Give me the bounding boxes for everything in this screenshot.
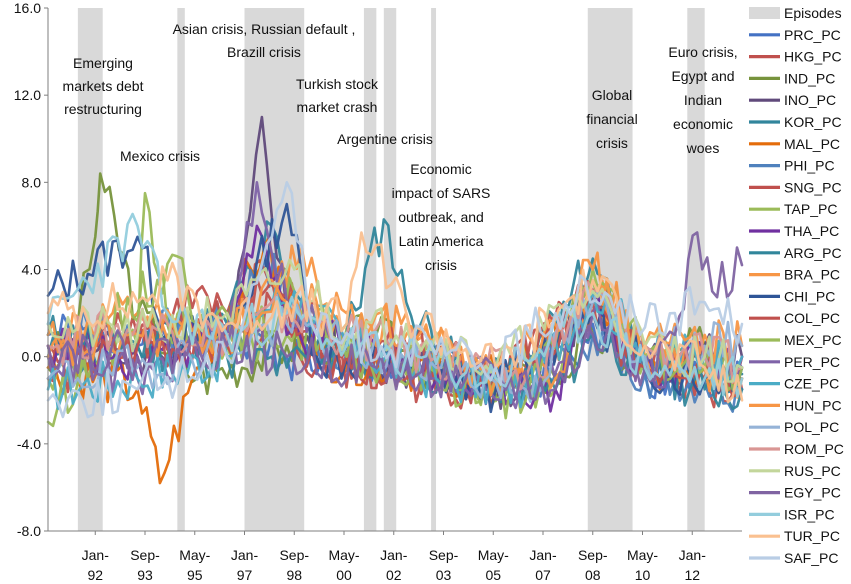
x-tick-label: Sep- xyxy=(279,547,309,563)
y-tick-label: 12.0 xyxy=(14,87,41,103)
legend-episodes-swatch xyxy=(749,7,780,19)
x-tick-label: 93 xyxy=(137,567,153,583)
y-tick-label: -8.0 xyxy=(17,523,41,539)
episode-annotation: Economic xyxy=(410,161,471,177)
legend-label-ind-pc: IND_PC xyxy=(784,70,835,86)
x-tick-label: 00 xyxy=(336,567,352,583)
x-tick-label: Jan- xyxy=(529,547,557,563)
episode-band-5 xyxy=(383,8,397,531)
y-tick-label: 0.0 xyxy=(22,349,42,365)
legend-label-tur-pc: TUR_PC xyxy=(784,528,840,544)
x-tick-label: 02 xyxy=(386,567,402,583)
episode-annotation: restructuring xyxy=(64,101,142,117)
x-tick-label: 05 xyxy=(485,567,501,583)
x-tick-label: Jan- xyxy=(82,547,110,563)
legend-label-sng-pc: SNG_PC xyxy=(784,179,842,195)
x-tick-label: Sep- xyxy=(578,547,608,563)
x-tick-label: May- xyxy=(179,547,210,563)
legend-label-ino-pc: INO_PC xyxy=(784,92,836,108)
series-line-saf-pc xyxy=(46,181,744,419)
episode-annotation: markets debt xyxy=(63,78,144,94)
episode-annotation: outbreak, and xyxy=(398,209,484,225)
episode-annotation: Asian crisis, Russian default , xyxy=(173,21,356,37)
legend-label-rom-pc: ROM_PC xyxy=(784,441,844,457)
episode-band-6 xyxy=(431,8,437,531)
x-tick-label: 98 xyxy=(286,567,302,583)
episode-annotation: Latin America xyxy=(399,233,484,249)
legend-label-arg-pc: ARG_PC xyxy=(784,245,842,261)
legend-label-kor-pc: KOR_PC xyxy=(784,114,842,130)
x-tick-label: Jan- xyxy=(380,547,408,563)
x-tick-label: 07 xyxy=(535,567,551,583)
legend-label-hun-pc: HUN_PC xyxy=(784,397,842,413)
episode-annotation: impact of SARS xyxy=(392,185,491,201)
x-tick-label: Sep- xyxy=(429,547,459,563)
x-tick-label: Jan- xyxy=(231,547,259,563)
episode-annotation: financial xyxy=(586,111,637,127)
legend-label-cze-pc: CZE_PC xyxy=(784,376,839,392)
episode-band-2 xyxy=(177,8,185,531)
series-lines xyxy=(46,115,744,485)
legend-label-chi-pc: CHI_PC xyxy=(784,288,835,304)
legend-label-saf-pc: SAF_PC xyxy=(784,550,838,566)
x-tick-label: 97 xyxy=(237,567,253,583)
series-line-tur-pc xyxy=(46,231,744,404)
legend-label-prc-pc: PRC_PC xyxy=(784,27,841,43)
episode-annotation: market crash xyxy=(297,99,378,115)
x-tick-label: 92 xyxy=(87,567,103,583)
series-line-isr-pc xyxy=(46,212,744,398)
legend-episodes-label: Episodes xyxy=(784,5,842,21)
episode-annotation: crisis xyxy=(425,257,457,273)
episode-band-8 xyxy=(687,8,705,531)
episode-annotation: Argentine crisis xyxy=(337,131,433,147)
legend-label-hkg-pc: HKG_PC xyxy=(784,49,842,65)
legend-label-tha-pc: THA_PC xyxy=(784,223,839,239)
legend-label-isr-pc: ISR_PC xyxy=(784,506,835,522)
episode-annotation: Emerging xyxy=(73,55,133,71)
episode-annotation: woes xyxy=(686,140,720,156)
x-tick-label: May- xyxy=(328,547,359,563)
legend-label-bra-pc: BRA_PC xyxy=(784,267,840,283)
axes: 16.0 12.0 8.0 4.0 0.0 -4.0 -8.0 Jan- 92 Sep- 93 May… xyxy=(14,0,742,583)
legend-label-mal-pc: MAL_PC xyxy=(784,136,840,152)
y-tick-label: 16.0 xyxy=(14,0,41,16)
x-tick-label: 95 xyxy=(187,567,203,583)
legend-label-per-pc: PER_PC xyxy=(784,354,840,370)
episode-annotation: crisis xyxy=(596,135,628,151)
x-tick-label: May- xyxy=(627,547,658,563)
legend-label-mex-pc: MEX_PC xyxy=(784,332,842,348)
episode-annotation: Global xyxy=(592,87,632,103)
episode-annotation: economic xyxy=(673,116,733,132)
legend-label-phi-pc: PHI_PC xyxy=(784,158,835,174)
series-line-egy-pc xyxy=(46,231,744,405)
legend-label-col-pc: COL_PC xyxy=(784,310,840,326)
episode-band-4 xyxy=(363,8,377,531)
x-tick-label: 12 xyxy=(684,567,700,583)
legend-label-egy-pc: EGY_PC xyxy=(784,485,841,501)
y-tick-label: -4.0 xyxy=(17,436,41,452)
episode-annotation: Euro crisis, xyxy=(668,44,737,60)
x-tick-label: 03 xyxy=(436,567,452,583)
x-tick-label: 10 xyxy=(635,567,651,583)
episode-annotation: Indian xyxy=(684,92,722,108)
legend-label-tap-pc: TAP_PC xyxy=(784,201,837,217)
x-tick-label: Jan- xyxy=(679,547,707,563)
episode-annotation: Mexico crisis xyxy=(120,148,200,164)
legend-label-pol-pc: POL_PC xyxy=(784,419,839,435)
legend-label-rus-pc: RUS_PC xyxy=(784,463,841,479)
annotations: Emerging markets debt restructuring Mexico … xyxy=(63,21,738,273)
y-tick-label: 8.0 xyxy=(22,174,42,190)
legend: Episodes PRC_PC HKG_PC IND_PC INO_PC KOR_PC MA… xyxy=(749,5,844,566)
x-tick-label: May- xyxy=(478,547,509,563)
episode-annotation: Brazill crisis xyxy=(227,44,301,60)
x-tick-label: Sep- xyxy=(130,547,160,563)
episode-annotation: Turkish stock xyxy=(296,76,379,92)
episode-annotation: Egypt and xyxy=(671,68,734,84)
x-tick-label: 08 xyxy=(585,567,601,583)
y-tick-label: 4.0 xyxy=(22,262,42,278)
episode-bands xyxy=(77,8,705,531)
